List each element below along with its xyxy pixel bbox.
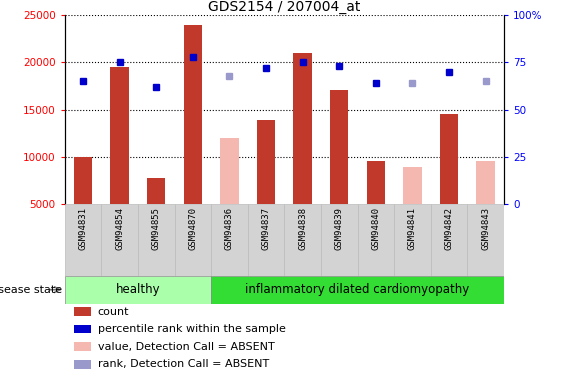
Bar <box>65 276 211 304</box>
Text: GSM94839: GSM94839 <box>335 207 343 249</box>
Text: disease state: disease state <box>0 285 62 295</box>
Text: GSM94840: GSM94840 <box>372 207 380 249</box>
Text: GSM94843: GSM94843 <box>481 207 490 249</box>
Bar <box>321 204 358 276</box>
Text: GSM94870: GSM94870 <box>189 207 197 249</box>
Bar <box>101 204 138 276</box>
Text: rank, Detection Call = ABSENT: rank, Detection Call = ABSENT <box>98 360 269 369</box>
Bar <box>175 204 211 276</box>
Bar <box>330 90 348 204</box>
Text: GSM94854: GSM94854 <box>115 207 124 249</box>
Text: GSM94841: GSM94841 <box>408 207 417 249</box>
Bar <box>138 204 175 276</box>
Text: GSM94855: GSM94855 <box>152 207 160 249</box>
Title: GDS2154 / 207004_at: GDS2154 / 207004_at <box>208 0 360 14</box>
Bar <box>467 204 504 276</box>
Text: healthy: healthy <box>115 283 160 296</box>
Bar <box>220 138 239 204</box>
Bar <box>440 114 458 204</box>
Bar <box>476 161 495 204</box>
Bar <box>211 204 248 276</box>
Bar <box>74 342 91 351</box>
Bar <box>403 166 422 204</box>
Text: GSM94837: GSM94837 <box>262 207 270 249</box>
Bar <box>431 204 467 276</box>
Bar <box>284 204 321 276</box>
Text: value, Detection Call = ABSENT: value, Detection Call = ABSENT <box>98 342 274 352</box>
Bar <box>358 204 394 276</box>
Bar <box>257 120 275 204</box>
Bar <box>74 325 91 333</box>
Bar <box>74 157 92 204</box>
Bar <box>394 204 431 276</box>
Text: percentile rank within the sample: percentile rank within the sample <box>98 324 285 334</box>
Bar <box>293 53 312 204</box>
Text: GSM94838: GSM94838 <box>298 207 307 249</box>
Text: inflammatory dilated cardiomyopathy: inflammatory dilated cardiomyopathy <box>245 283 470 296</box>
Text: GSM94842: GSM94842 <box>445 207 453 249</box>
Bar <box>110 67 129 204</box>
Bar <box>248 204 284 276</box>
Text: GSM94831: GSM94831 <box>79 207 87 249</box>
Bar <box>184 26 202 204</box>
Bar <box>74 307 91 316</box>
Bar <box>367 161 385 204</box>
Bar <box>74 360 91 369</box>
Bar <box>147 178 166 204</box>
Bar <box>65 204 101 276</box>
Bar <box>211 276 504 304</box>
Text: count: count <box>98 307 129 317</box>
Text: GSM94836: GSM94836 <box>225 207 234 249</box>
